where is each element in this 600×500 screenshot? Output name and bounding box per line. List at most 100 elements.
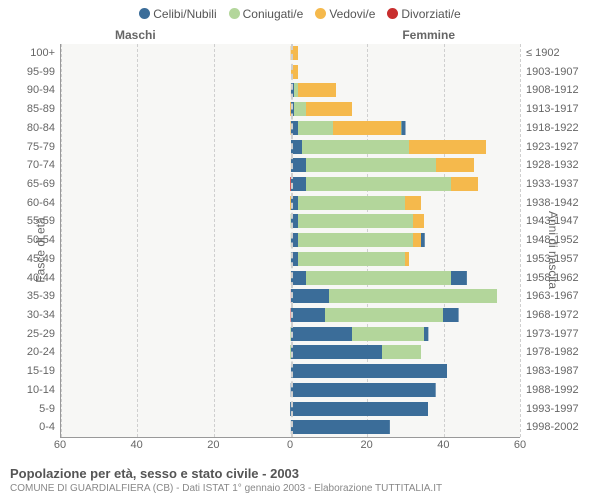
legend-label: Celibi/Nubili	[153, 7, 216, 21]
female-bar	[291, 177, 478, 191]
bar-segment	[298, 83, 336, 97]
age-label: 20-24	[27, 343, 55, 361]
bar-segment	[413, 214, 424, 228]
bar-segment	[401, 121, 405, 135]
birth-year-label: 1903-1907	[526, 63, 579, 81]
age-label: 45-49	[27, 250, 55, 268]
age-label: 80-84	[27, 119, 55, 137]
age-label: 35-39	[27, 287, 55, 305]
female-bar	[291, 345, 421, 359]
birth-year-label: 1943-1947	[526, 212, 579, 230]
age-label: 100+	[30, 44, 55, 62]
side-title-male: Maschi	[115, 28, 156, 42]
female-bar	[291, 214, 425, 228]
legend-swatch	[387, 8, 398, 19]
birth-year-label: 1923-1927	[526, 138, 579, 156]
bar-segment	[413, 233, 421, 247]
age-label: 85-89	[27, 100, 55, 118]
x-axis: 6040200204060	[60, 439, 520, 455]
bar-segment	[325, 308, 444, 322]
age-label: 90-94	[27, 81, 55, 99]
bar-segment	[291, 158, 306, 172]
female-bar	[291, 271, 452, 285]
bar-segment	[298, 252, 405, 266]
birth-year-label: 1983-1987	[526, 362, 579, 380]
legend-item: Vedovi/e	[315, 6, 375, 21]
age-label: 65-69	[27, 175, 55, 193]
bar-segment	[298, 214, 413, 228]
birth-year-label: 1968-1972	[526, 306, 579, 324]
legend-item: Coniugati/e	[229, 6, 304, 21]
plot-area: 100+≤ 190295-991903-190790-941908-191285…	[60, 44, 520, 438]
female-bar	[291, 402, 429, 416]
legend-swatch	[229, 8, 240, 19]
bar-segment	[352, 327, 425, 341]
birth-year-label: 1948-1952	[526, 231, 579, 249]
birth-year-label: 1918-1922	[526, 119, 579, 137]
bar-segment	[436, 158, 474, 172]
bar-segment	[291, 308, 325, 322]
age-label: 15-19	[27, 362, 55, 380]
population-pyramid-chart: Celibi/Nubili Coniugati/e Vedovi/e Divorzia…	[0, 0, 600, 500]
female-bar	[291, 158, 475, 172]
legend-item: Divorziati/e	[387, 6, 460, 21]
age-label: 5-9	[39, 400, 55, 418]
female-bar	[291, 289, 498, 303]
female-bar	[291, 83, 337, 97]
female-bar	[291, 140, 486, 154]
bar-segment	[382, 345, 420, 359]
x-tick-label: 0	[287, 439, 293, 451]
bar-segment	[306, 271, 451, 285]
bar-segment	[291, 364, 448, 378]
bar-segment	[291, 420, 348, 434]
age-label: 25-29	[27, 325, 55, 343]
age-label: 95-99	[27, 63, 55, 81]
chart-footer: Popolazione per età, sesso e stato civil…	[10, 466, 590, 494]
legend-label: Vedovi/e	[329, 7, 375, 21]
female-bar	[291, 102, 352, 116]
x-tick-label: 20	[207, 439, 219, 451]
age-label: 40-44	[27, 269, 55, 287]
female-bar	[291, 308, 444, 322]
birth-year-label: 1928-1932	[526, 156, 579, 174]
birth-year-label: 1993-1997	[526, 400, 579, 418]
gridline	[520, 44, 521, 437]
bar-segment	[302, 140, 409, 154]
birth-year-label: 1938-1942	[526, 194, 579, 212]
female-bar	[291, 420, 348, 434]
age-label: 50-54	[27, 231, 55, 249]
bar-segment	[291, 177, 306, 191]
age-label: 0-4	[39, 418, 55, 436]
age-label: 60-64	[27, 194, 55, 212]
x-tick-label: 40	[131, 439, 143, 451]
birth-year-label: 1908-1912	[526, 81, 579, 99]
bar-segment	[298, 121, 332, 135]
female-bar	[291, 196, 421, 210]
bar-segment	[405, 252, 409, 266]
female-bar	[291, 383, 425, 397]
bar-segment	[291, 345, 383, 359]
bar-segment	[291, 383, 425, 397]
birth-year-label: 1958-1962	[526, 269, 579, 287]
legend-swatch	[139, 8, 150, 19]
bar-segment	[306, 177, 451, 191]
female-bar	[291, 233, 421, 247]
female-bar	[291, 327, 425, 341]
age-label: 30-34	[27, 306, 55, 324]
legend: Celibi/Nubili Coniugati/e Vedovi/e Divorzia…	[0, 6, 600, 21]
x-tick-label: 40	[437, 439, 449, 451]
side-title-female: Femmine	[402, 28, 455, 42]
legend-swatch	[315, 8, 326, 19]
x-tick-label: 60	[514, 439, 526, 451]
bar-segment	[291, 289, 329, 303]
birth-year-label: 1998-2002	[526, 418, 579, 436]
bar-segment	[291, 271, 306, 285]
birth-year-label: 1913-1917	[526, 100, 579, 118]
bar-segment	[298, 233, 413, 247]
bar-segment	[291, 327, 352, 341]
bar-segment	[291, 402, 429, 416]
bar-segment	[333, 121, 402, 135]
bar-segment	[329, 289, 497, 303]
bar-segment	[405, 196, 420, 210]
chart-subtitle: COMUNE DI GUARDIALFIERA (CB) - Dati ISTA…	[10, 483, 590, 494]
